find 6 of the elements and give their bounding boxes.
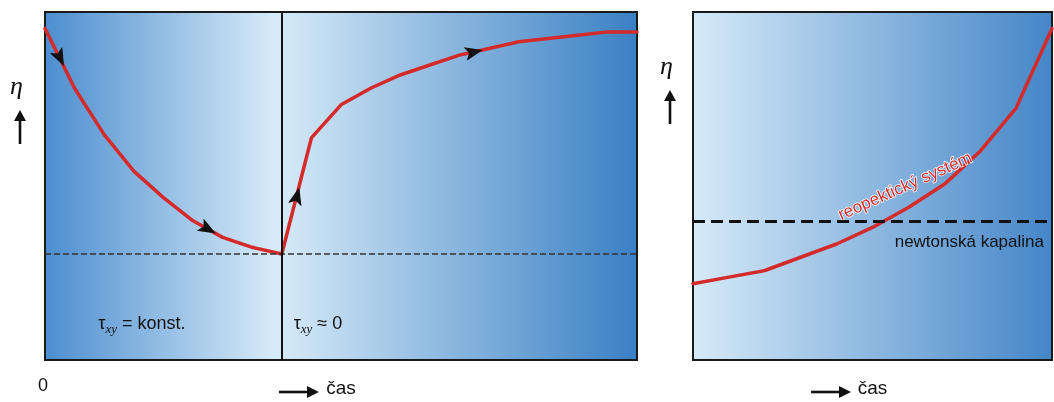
- text: 0: [37, 375, 48, 396]
- x-axis-title: čas: [857, 377, 888, 398]
- ref-line-label: newtonská kapalina: [894, 231, 1045, 251]
- y-axis-title: η: [10, 70, 23, 100]
- x-axis-title: čas: [326, 377, 356, 398]
- y-axis-title: η: [660, 50, 673, 80]
